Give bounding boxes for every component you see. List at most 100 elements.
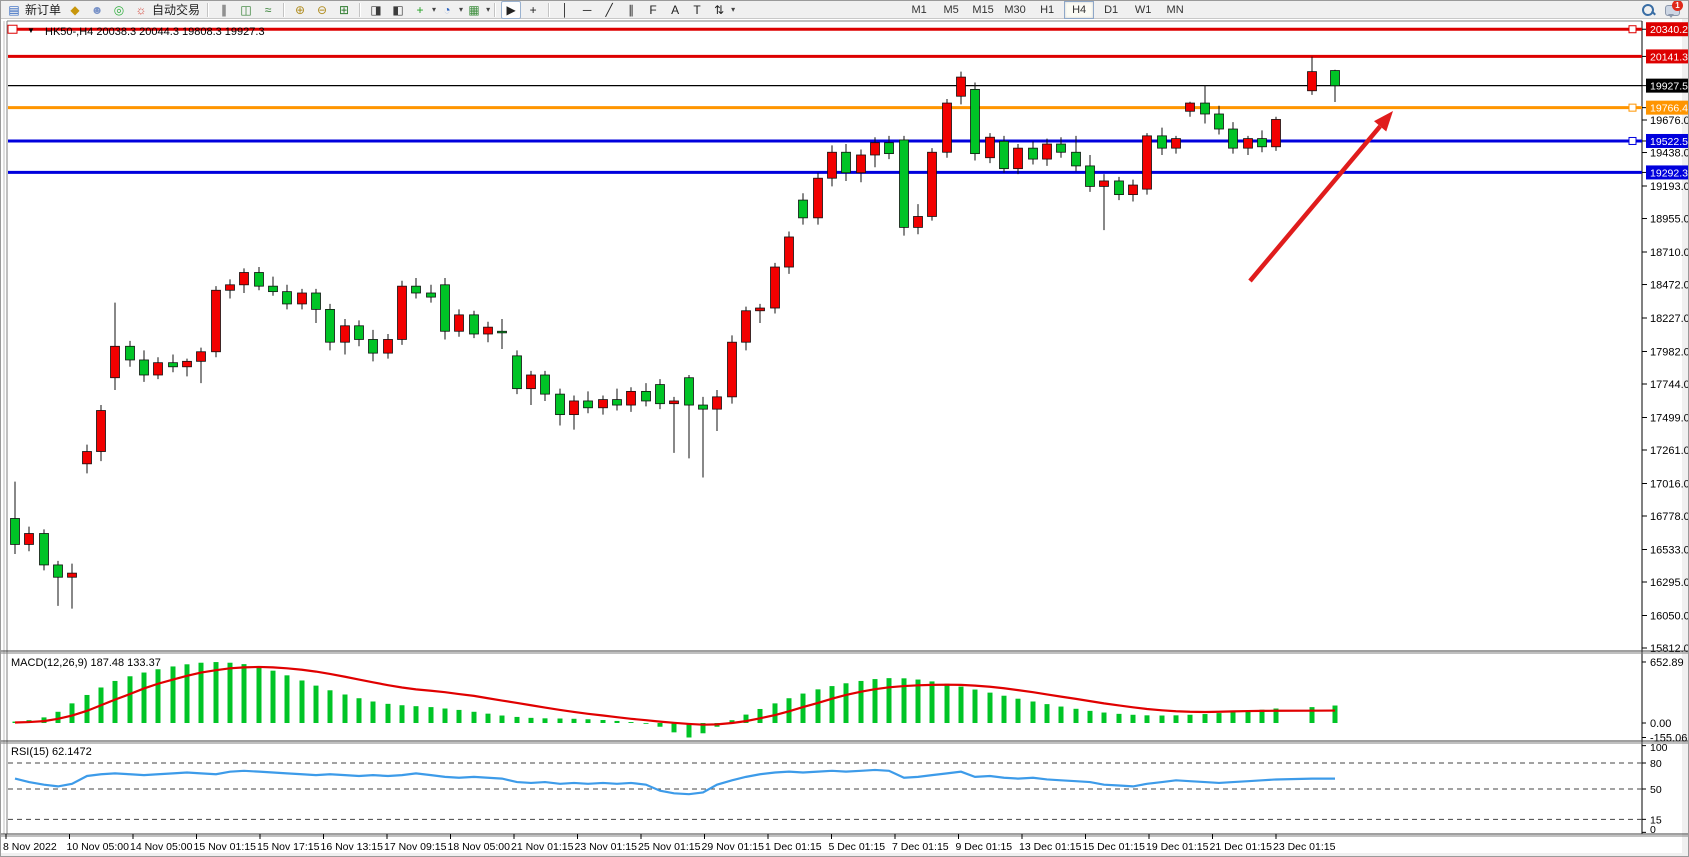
macd-histogram-bar [1187, 714, 1193, 723]
macd-histogram-bar [987, 692, 993, 723]
template-icon[interactable]: ▦ [468, 2, 480, 17]
new-order-label[interactable]: 新订单 [25, 3, 62, 17]
vertical-line-icon[interactable]: │ [561, 2, 569, 17]
rsi-axis-label: 15 [1650, 814, 1662, 826]
ohlc-dropdown-icon: ▼ [27, 26, 35, 35]
timeframe-h1[interactable]: H1 [1040, 3, 1055, 16]
candle-body [1243, 138, 1253, 149]
new-order-icon[interactable]: ▤ [8, 2, 20, 17]
macd-histogram-bar [69, 703, 75, 723]
bar-chart-icon[interactable]: ∥ [221, 2, 228, 17]
indicator-window-icon[interactable]: ◨ [370, 2, 382, 17]
crosshair-icon[interactable]: + [529, 2, 537, 17]
template-icon-dropdown[interactable]: ▾ [486, 5, 491, 14]
candle-body [1185, 102, 1195, 112]
add-indicator-icon-dropdown[interactable]: ▾ [432, 5, 437, 14]
timeframe-w1[interactable]: W1 [1134, 3, 1152, 16]
price-badge-label: 19766.4 [1650, 103, 1688, 115]
autotrade-label[interactable]: 自动交易 [152, 3, 201, 17]
candle-body [139, 359, 149, 376]
macd-histogram-bar [585, 719, 591, 723]
macd-histogram-bar [757, 708, 763, 723]
macd-histogram-bar [227, 662, 233, 723]
macd-histogram-bar [356, 698, 362, 723]
rsi-axis-label: 100 [1650, 742, 1668, 754]
tile-windows-icon[interactable]: ⊞ [339, 2, 350, 17]
macd-histogram-bar [299, 680, 305, 723]
macd-histogram-bar [241, 664, 247, 723]
candle-body [942, 102, 952, 153]
candle-body [770, 266, 780, 309]
macd-histogram-bar [155, 669, 161, 723]
chart-canvas[interactable]: ▼ HK50-,H4 20038.3 20044.3 19808.3 19927.… [1, 19, 1689, 857]
rsi-label: RSI(15) 62.1472 [11, 746, 92, 758]
trendline-icon[interactable]: ╱ [605, 2, 613, 17]
chart-area[interactable]: ▼ HK50-,H4 20038.3 20044.3 19808.3 19927.… [1, 19, 1689, 857]
zoom-out-icon[interactable]: ⊖ [317, 2, 328, 17]
price-badge-label: 19927.5 [1650, 81, 1688, 93]
toolbar-separator [283, 2, 286, 17]
date-label: 15 Dec 01:15 [1083, 841, 1146, 853]
zoom-in-icon[interactable]: ⊕ [295, 2, 306, 17]
candle-body [24, 533, 34, 545]
macd-histogram-bar [872, 679, 878, 723]
candle-body [985, 136, 995, 159]
date-label: 17 Nov 09:15 [384, 841, 447, 853]
macd-histogram-bar [514, 716, 520, 723]
candlestick-chart-icon[interactable]: ◫ [240, 2, 252, 17]
equidistant-channel-icon[interactable]: ∥ [628, 2, 635, 17]
candle-body [798, 199, 808, 219]
level-line-left-handle[interactable] [7, 24, 18, 34]
macd-histogram-bar [485, 713, 491, 723]
chat-notifications-icon[interactable]: 1 [1664, 1, 1683, 18]
candle-body [39, 533, 49, 566]
candle-body [182, 360, 192, 368]
paint-bucket-icon[interactable]: ◆ [70, 2, 80, 17]
macd-histogram-bar [327, 690, 333, 723]
text-icon[interactable]: A [671, 2, 680, 17]
macd-axis-label: 652.89 [1650, 657, 1684, 669]
level-line-handle[interactable] [1628, 136, 1637, 145]
macd-histogram-bar [284, 675, 290, 723]
cursor-icon[interactable]: ▶ [501, 1, 522, 19]
level-line-handle[interactable] [1628, 103, 1637, 112]
price-tick-label: 18710.0 [1650, 247, 1689, 259]
autotrade-icon[interactable]: ☼ [135, 2, 147, 17]
date-label: 7 Dec 01:15 [892, 841, 949, 853]
level-line-handle[interactable] [1628, 25, 1637, 34]
candle-body [899, 139, 909, 228]
period-clock-icon[interactable]: ◔ [443, 2, 451, 17]
arrow-objects-icon-dropdown[interactable]: ▾ [731, 5, 736, 14]
timeframe-d1[interactable]: D1 [1104, 3, 1119, 16]
candle-body [497, 330, 507, 334]
profile-icon[interactable]: ☻ [90, 2, 104, 17]
candle-body [397, 285, 407, 340]
date-label: 23 Dec 01:15 [1273, 841, 1336, 853]
text-label-icon[interactable]: T [693, 2, 701, 17]
macd-histogram-bar [170, 666, 176, 723]
line-chart-icon[interactable]: ≈ [264, 2, 272, 17]
timeframe-m1[interactable]: M1 [911, 3, 927, 16]
horizontal-line-icon[interactable]: ─ [582, 2, 592, 17]
candle-body [254, 272, 264, 287]
search-icon[interactable] [1640, 2, 1656, 18]
timeframe-m5[interactable]: M5 [943, 3, 959, 16]
candle-body [1142, 135, 1152, 190]
indicator-add-icon[interactable]: ◧ [392, 2, 404, 17]
arrow-objects-icon[interactable]: ⇅ [714, 2, 725, 17]
rsi-axis-label: 50 [1650, 784, 1662, 796]
macd-histogram-bar [213, 662, 219, 723]
timeframe-mn[interactable]: MN [1166, 3, 1184, 16]
macd-histogram-bar [729, 720, 735, 723]
fibonacci-icon[interactable]: F [649, 2, 657, 17]
period-clock-icon-dropdown[interactable]: ▾ [459, 5, 464, 14]
timeframe-m30[interactable]: M30 [1004, 3, 1026, 16]
timeframe-h4[interactable]: H4 [1064, 1, 1095, 19]
timeframe-m15[interactable]: M15 [972, 3, 994, 16]
signal-icon[interactable]: ◎ [113, 2, 125, 17]
macd-histogram-bar [313, 685, 319, 723]
toolbar-right: 1 [1640, 1, 1683, 18]
add-indicator-icon[interactable]: + [416, 2, 424, 17]
trend-arrow[interactable] [1248, 124, 1382, 283]
